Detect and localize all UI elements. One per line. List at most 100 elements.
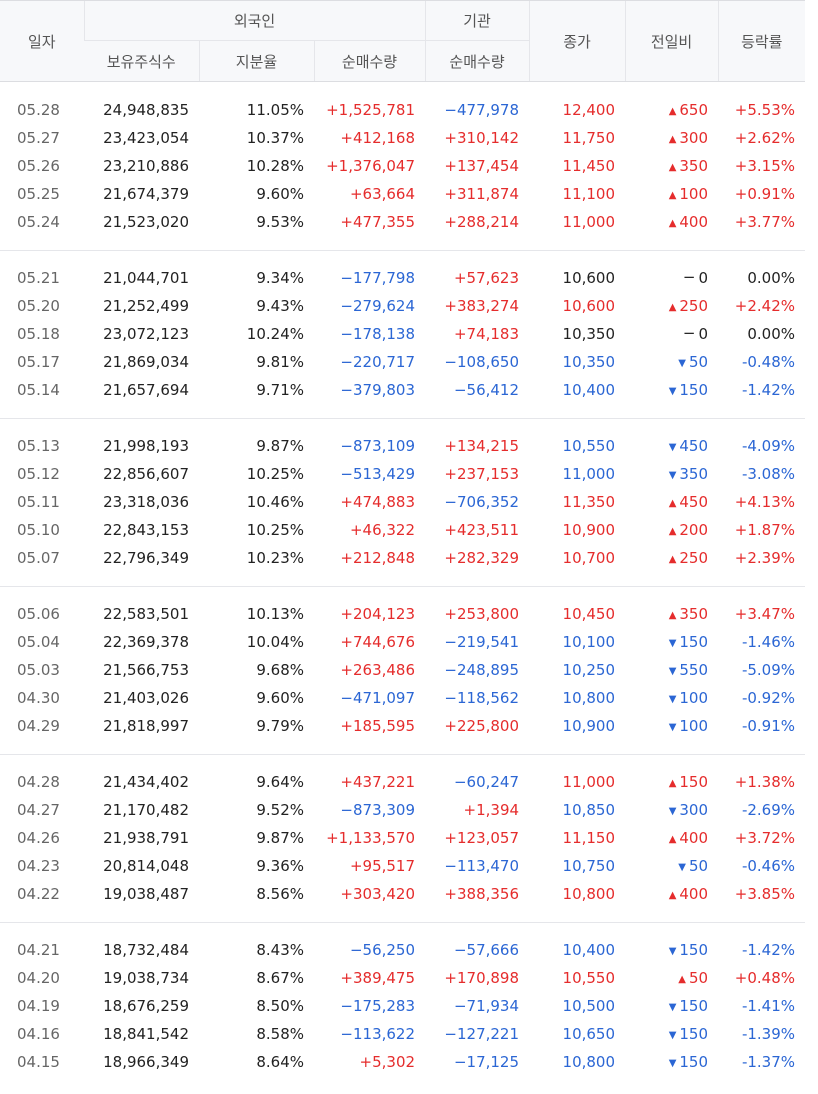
table-row: 05.03 21,566,753 9.68% +263,486 −248,895 10,2…	[0, 656, 805, 684]
holdings-cell: 21,434,402	[103, 773, 189, 791]
change-cell: ▼ 300	[625, 796, 718, 824]
close-cell: 10,100	[562, 633, 616, 651]
change-value: 200	[679, 521, 709, 539]
holdings-cell: 20,814,048	[103, 857, 189, 875]
holdings-cell: 18,966,349	[103, 1053, 189, 1071]
inst-net-cell: −113,470	[444, 857, 520, 875]
rate-cell: -2.69%	[741, 801, 796, 819]
rate-cell: +5.53%	[734, 101, 796, 119]
holdings-cell: 21,818,997	[103, 717, 189, 735]
ratio-cell: 9.71%	[256, 381, 304, 399]
down-arrow-icon: ▼	[668, 386, 677, 397]
header-foreign-group: 외국인	[83, 0, 426, 41]
inst-net-cell: −17,125	[453, 1053, 520, 1071]
change-value: 250	[679, 549, 709, 567]
header-date: 일자	[0, 0, 84, 82]
inst-net-cell: −60,247	[453, 773, 520, 791]
inst-net-cell: −248,895	[444, 661, 520, 679]
down-arrow-icon: ▼	[668, 666, 677, 677]
change-cell: ▲ 350	[625, 152, 718, 180]
change-cell: ▲ 200	[625, 516, 718, 544]
inst-net-cell: +253,800	[444, 605, 520, 623]
foreign-net-cell: +1,133,570	[326, 829, 416, 847]
change-value: 300	[679, 129, 709, 147]
change-cell: ▲ 250	[625, 292, 718, 320]
foreign-net-cell: −177,798	[340, 269, 416, 287]
inst-net-cell: +170,898	[444, 969, 520, 987]
holdings-cell: 21,566,753	[103, 661, 189, 679]
close-cell: 10,350	[562, 325, 616, 343]
flat-dash-icon: −	[682, 324, 696, 342]
change-cell: ▲ 50	[625, 964, 718, 992]
inst-net-cell: +288,214	[444, 213, 520, 231]
table-row: 04.29 21,818,997 9.79% +185,595 +225,800 10,9…	[0, 712, 805, 740]
inst-net-cell: +388,356	[444, 885, 520, 903]
foreign-net-cell: −178,138	[340, 325, 416, 343]
change-value: 300	[679, 801, 709, 819]
date-cell: 04.30	[17, 689, 60, 707]
holdings-cell: 18,676,259	[103, 997, 189, 1015]
date-cell: 05.25	[17, 185, 60, 203]
ratio-cell: 8.67%	[256, 969, 304, 987]
rate-cell: +1.87%	[734, 521, 796, 539]
holdings-cell: 18,841,542	[103, 1025, 189, 1043]
foreign-net-cell: +474,883	[340, 493, 416, 511]
spacer-row	[0, 740, 805, 755]
holdings-cell: 21,523,020	[103, 213, 189, 231]
change-value: 350	[679, 157, 709, 175]
change-cell: ▼ 50	[625, 348, 718, 376]
divider	[0, 250, 806, 264]
spacer	[0, 572, 805, 587]
holdings-cell: 21,252,499	[103, 297, 189, 315]
change-value: 150	[679, 997, 709, 1015]
close-cell: 10,600	[562, 297, 616, 315]
change-value: 0	[698, 325, 709, 343]
close-cell: 10,400	[562, 941, 616, 959]
up-arrow-icon: ▲	[668, 302, 677, 313]
rate-cell: -1.42%	[741, 941, 796, 959]
date-cell: 04.27	[17, 801, 60, 819]
table-row: 04.23 20,814,048 9.36% +95,517 −113,470 10,75…	[0, 852, 805, 880]
rate-cell: +4.13%	[734, 493, 796, 511]
date-cell: 05.18	[17, 325, 60, 343]
change-cell: ▼ 150	[625, 376, 718, 404]
date-cell: 04.16	[17, 1025, 60, 1043]
table-row: 04.20 19,038,734 8.67% +389,475 +170,898 10,5…	[0, 964, 805, 992]
change-cell: ▲ 400	[625, 824, 718, 852]
inst-net-cell: +74,183	[453, 325, 520, 343]
inst-net-cell: −56,412	[453, 381, 520, 399]
change-cell: ▼ 150	[625, 628, 718, 656]
down-arrow-icon: ▼	[678, 862, 686, 873]
up-arrow-icon: ▲	[678, 974, 686, 985]
date-cell: 05.26	[17, 157, 60, 175]
foreign-net-cell: −513,429	[340, 465, 416, 483]
ratio-cell: 8.43%	[256, 941, 304, 959]
table-row: 04.27 21,170,482 9.52% −873,309 +1,394 10,850…	[0, 796, 805, 824]
ratio-cell: 9.36%	[256, 857, 304, 875]
table-row: 05.13 21,998,193 9.87% −873,109 +134,215 10,5…	[0, 432, 805, 460]
date-cell: 05.03	[17, 661, 60, 679]
change-value: 50	[688, 857, 709, 875]
close-cell: 11,450	[562, 157, 616, 175]
rate-cell: +1.38%	[734, 773, 796, 791]
inst-net-cell: +383,274	[444, 297, 520, 315]
close-cell: 11,100	[562, 185, 616, 203]
table-row: 05.14 21,657,694 9.71% −379,803 −56,412 10,40…	[0, 376, 805, 404]
change-cell: ▲ 250	[625, 544, 718, 572]
rate-cell: -1.41%	[741, 997, 796, 1015]
spacer	[0, 404, 805, 419]
inst-net-cell: +57,623	[453, 269, 520, 287]
close-cell: 10,800	[562, 1053, 616, 1071]
table-body: 05.28 24,948,835 11.05% +1,525,781 −477,978 1…	[0, 82, 806, 1077]
rate-cell: -3.08%	[741, 465, 796, 483]
holdings-cell: 24,948,835	[103, 101, 189, 119]
date-cell: 04.20	[17, 969, 60, 987]
date-cell: 05.28	[17, 101, 60, 119]
change-value: 150	[679, 1053, 709, 1071]
rate-cell: +3.15%	[734, 157, 796, 175]
change-value: 150	[679, 633, 709, 651]
holdings-cell: 23,423,054	[103, 129, 189, 147]
change-cell: −0	[625, 320, 718, 348]
inst-net-cell: +310,142	[444, 129, 520, 147]
down-arrow-icon: ▼	[668, 1058, 677, 1069]
